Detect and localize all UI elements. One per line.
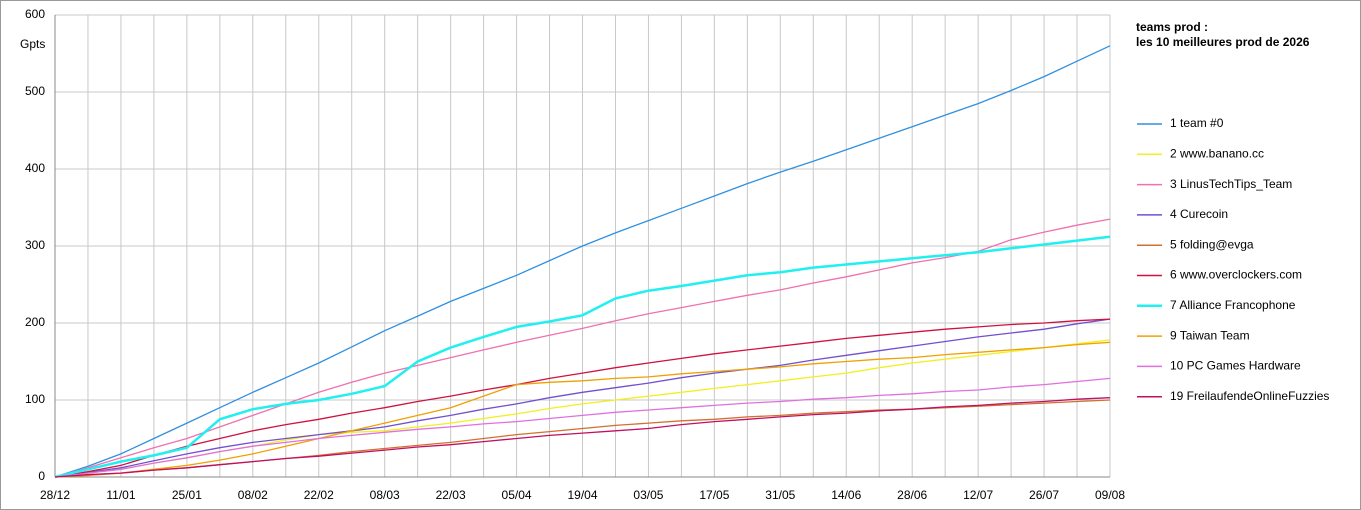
y-tick-label: 500	[25, 84, 45, 98]
y-tick-label: 100	[25, 392, 45, 406]
series-line	[54, 341, 1111, 478]
x-tick-label: 12/07	[963, 488, 993, 502]
legend-label: 1 team #0	[1170, 116, 1224, 130]
series-line	[54, 318, 1111, 478]
legend-label: 6 www.overclockers.com	[1170, 268, 1302, 282]
legend-label: 5 folding@evga	[1170, 237, 1254, 251]
series-line	[54, 218, 1111, 478]
legend-title: les 10 meilleures prod de 2026	[1136, 35, 1310, 49]
y-tick-label: 200	[25, 315, 45, 329]
legend-label: 7 Alliance Francophone	[1170, 298, 1296, 312]
x-tick-label: 09/08	[1095, 488, 1125, 502]
series-line	[54, 318, 1111, 478]
legend-title: teams prod :	[1136, 20, 1208, 34]
x-tick-label: 22/02	[304, 488, 334, 502]
x-tick-label: 08/03	[370, 488, 400, 502]
legend-label: 3 LinusTechTips_Team	[1170, 177, 1292, 191]
legend-label: 4 Curecoin	[1170, 207, 1228, 221]
x-tick-label: 17/05	[699, 488, 729, 502]
y-axis-label: Gpts	[20, 37, 45, 51]
series-line	[54, 397, 1111, 478]
legend-label: 10 PC Games Hardware	[1170, 359, 1301, 373]
x-tick-label: 26/07	[1029, 488, 1059, 502]
x-tick-label: 14/06	[831, 488, 861, 502]
x-tick-label: 22/03	[436, 488, 466, 502]
x-tick-label: 08/02	[238, 488, 268, 502]
y-tick-label: 600	[25, 7, 45, 21]
y-tick-label: 0	[38, 469, 45, 483]
legend-label: 19 FreilaufendeOnlineFuzzies	[1170, 389, 1329, 403]
x-tick-label: 03/05	[633, 488, 663, 502]
x-tick-label: 25/01	[172, 488, 202, 502]
series-line	[54, 377, 1111, 478]
x-tick-label: 05/04	[502, 488, 532, 502]
x-tick-label: 11/01	[106, 488, 135, 502]
legend-label: 9 Taiwan Team	[1170, 328, 1250, 342]
y-tick-label: 400	[25, 161, 45, 175]
x-tick-label: 31/05	[765, 488, 795, 502]
series-line	[54, 235, 1111, 479]
x-tick-label: 28/06	[897, 488, 927, 502]
y-tick-label: 300	[25, 238, 45, 252]
x-tick-label: 19/04	[567, 488, 597, 502]
legend-label: 2 www.banano.cc	[1170, 146, 1264, 160]
x-tick-label: 28/12	[40, 488, 70, 502]
series-line	[54, 45, 1111, 478]
